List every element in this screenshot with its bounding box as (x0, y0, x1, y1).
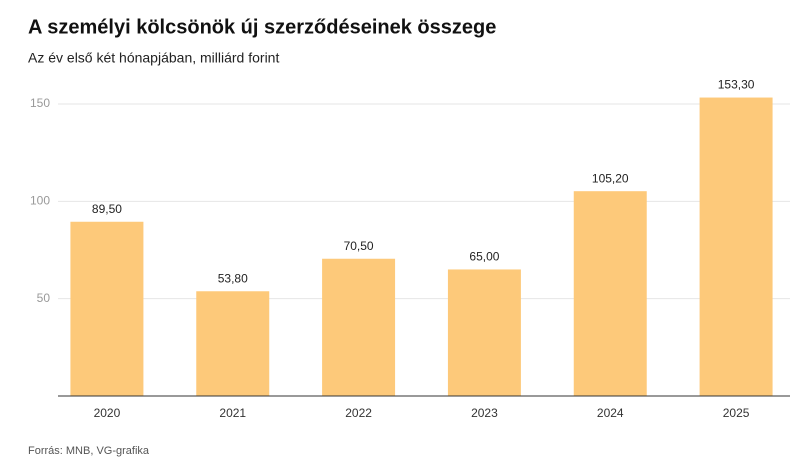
data-label: 65,00 (469, 250, 499, 264)
bar (322, 258, 396, 396)
bar (70, 221, 144, 396)
bar (447, 269, 521, 396)
source-note: Forrás: MNB, VG-grafika (28, 445, 150, 457)
y-tick-label: 150 (30, 96, 50, 110)
data-label: 105,20 (592, 171, 629, 185)
data-label: 70,50 (344, 239, 374, 253)
bar (573, 191, 647, 396)
y-tick-label: 100 (30, 193, 50, 207)
y-tick-label: 50 (37, 291, 51, 305)
bar (196, 291, 270, 396)
x-tick-label: 2020 (94, 406, 121, 420)
x-tick-label: 2022 (345, 406, 372, 420)
x-tick-label: 2025 (723, 406, 750, 420)
chart-title: A személyi kölcsönök új szerződéseinek ö… (28, 16, 496, 38)
data-label: 53,80 (218, 271, 248, 285)
data-label: 153,30 (718, 78, 755, 92)
x-tick-label: 2021 (219, 406, 246, 420)
chart-subtitle: Az év első két hónapjában, milliárd fori… (28, 50, 279, 66)
x-tick-label: 2024 (597, 406, 624, 420)
x-tick-label: 2023 (471, 406, 498, 420)
data-label: 89,50 (92, 202, 122, 216)
bar (699, 97, 773, 396)
